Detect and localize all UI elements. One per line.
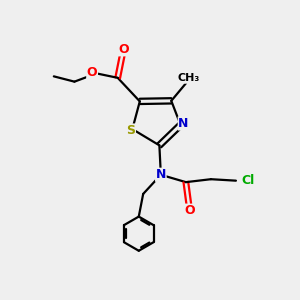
Text: Cl: Cl xyxy=(242,174,255,187)
Text: S: S xyxy=(126,124,135,137)
Text: O: O xyxy=(184,204,195,217)
Text: CH₃: CH₃ xyxy=(178,73,200,83)
Text: O: O xyxy=(87,66,98,79)
Text: N: N xyxy=(156,168,166,181)
Text: O: O xyxy=(118,43,129,56)
Text: N: N xyxy=(178,117,189,130)
